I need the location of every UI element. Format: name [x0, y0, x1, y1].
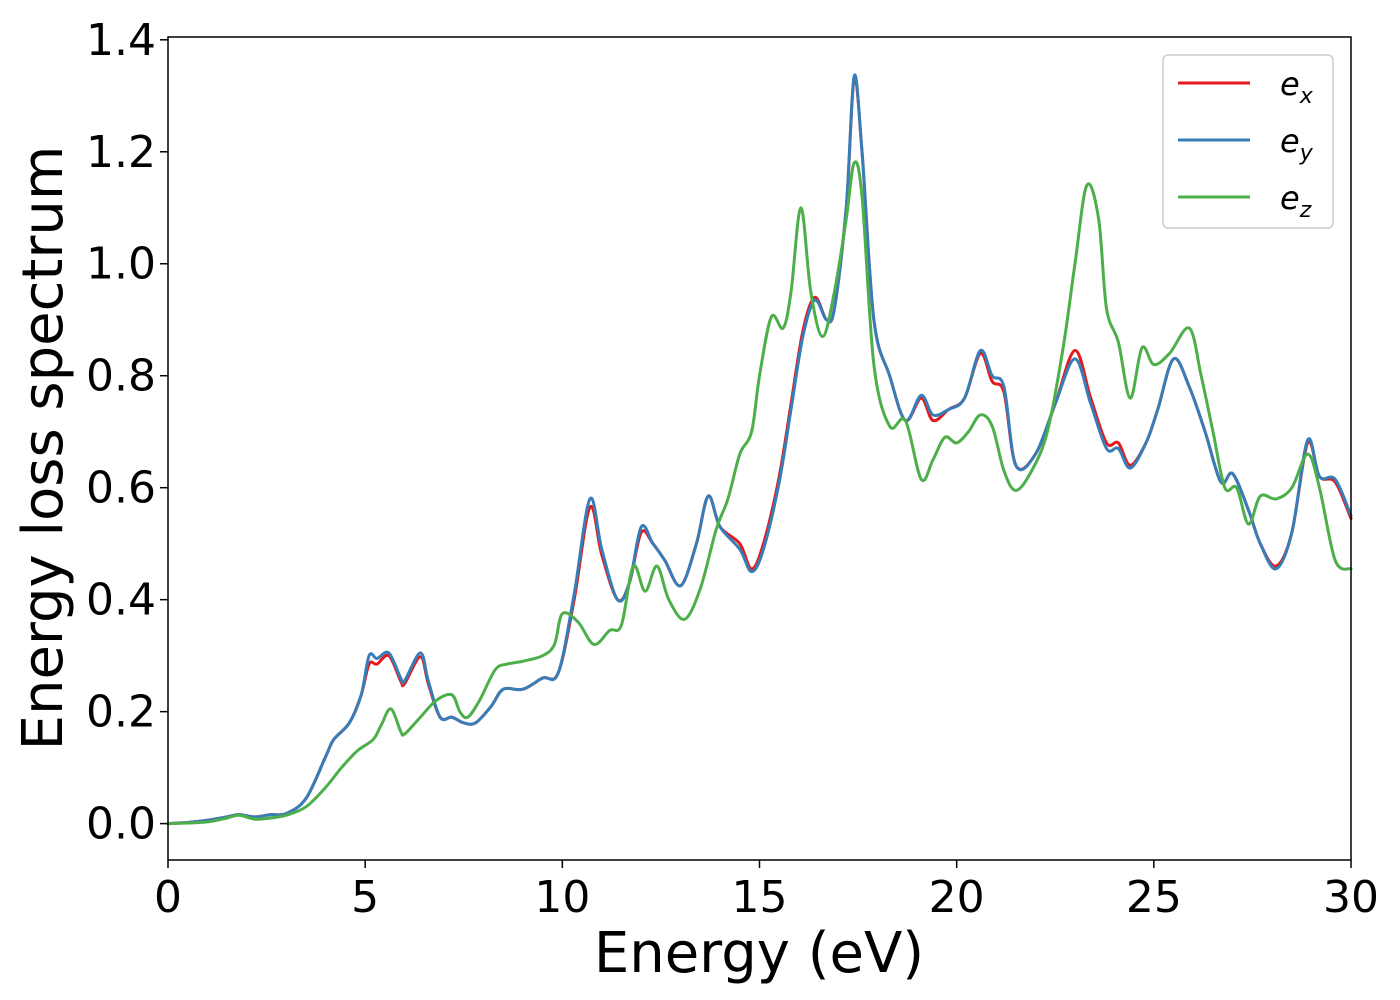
y-tick-label: 1.4	[86, 15, 156, 66]
plot-area: 0 5 10 15 20 25 30 0.0 0.2 0.4 0.6 0.8 1.0 1.2 1.4	[86, 15, 1379, 923]
x-tick-label: 15	[732, 872, 788, 923]
series-line-y	[166, 73, 1353, 826]
x-tick-label: 10	[534, 872, 590, 923]
legend-label-y: ey	[1280, 122, 1314, 166]
legend-subscript-z: z	[1299, 198, 1312, 223]
legend-subscript-x: x	[1299, 84, 1314, 109]
y-tick-label: 1.0	[86, 239, 156, 290]
x-tick-label: 20	[929, 872, 985, 923]
x-axis-label: Energy (eV)	[594, 921, 924, 986]
y-tick-label: 1.2	[86, 127, 156, 178]
y-axis-label: Energy loss spectrum	[11, 146, 76, 751]
x-tick-label: 0	[154, 872, 182, 923]
y-tick-label: 0.2	[86, 687, 156, 738]
x-tick-label: 30	[1323, 872, 1379, 923]
y-tick-label: 0.4	[86, 575, 156, 626]
legend-subscript-y: y	[1299, 141, 1314, 166]
series-line-z	[166, 160, 1353, 826]
x-tick-label: 5	[351, 872, 379, 923]
y-tick-label: 0.0	[86, 799, 156, 850]
series-layer	[166, 73, 1353, 826]
y-tick-label: 0.8	[86, 351, 156, 402]
y-tick-label: 0.6	[86, 463, 156, 514]
x-tick-label: 25	[1126, 872, 1182, 923]
ticks-layer: 0 5 10 15 20 25 30 0.0 0.2 0.4 0.6 0.8 1.0 1.2 1.4	[86, 15, 1379, 923]
legend-label-x: ex	[1280, 65, 1314, 109]
